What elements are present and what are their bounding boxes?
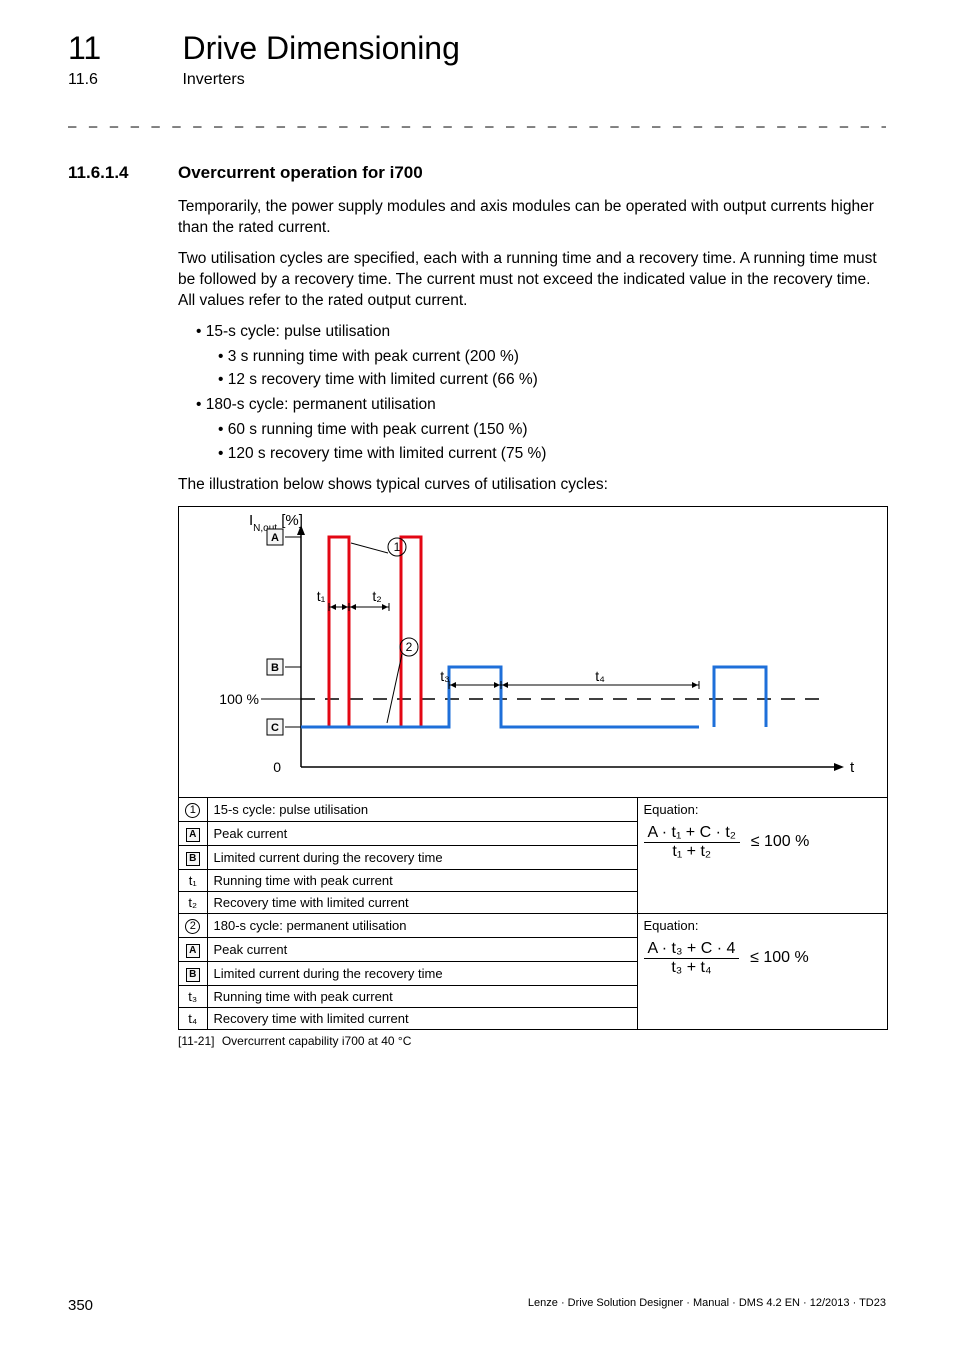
- legend-symbol: 2: [179, 914, 207, 938]
- paragraph: Temporarily, the power supply modules an…: [178, 197, 886, 239]
- figure-caption: [11-21] Overcurrent capability i700 at 4…: [178, 1034, 886, 1048]
- legend-desc: Running time with peak current: [207, 986, 637, 1008]
- list-item: 180-s cycle: permanent utilisation 60 s …: [196, 395, 886, 465]
- section-number: 11.6.1.4: [68, 163, 178, 183]
- legend-symbol: t₂: [179, 892, 207, 914]
- svg-text:t: t: [850, 759, 855, 776]
- legend-table: 1 15-s cycle: pulse utilisation Equation…: [179, 797, 887, 1029]
- list-item: 3 s running time with peak current (200 …: [218, 347, 886, 368]
- subchapter-number: 11.6: [68, 71, 178, 89]
- legend-symbol: A: [179, 822, 207, 846]
- legend-symbol: t₄: [179, 1008, 207, 1030]
- page-number: 350: [68, 1297, 93, 1314]
- chapter-number: 11: [68, 30, 178, 67]
- svg-text:100 %: 100 %: [219, 691, 259, 707]
- legend-symbol: t₁: [179, 870, 207, 892]
- legend-desc: Peak current: [207, 822, 637, 846]
- svg-text:0: 0: [273, 759, 281, 775]
- list-item: 15-s cycle: pulse utilisation 3 s runnin…: [196, 322, 886, 392]
- legend-desc: 15-s cycle: pulse utilisation: [207, 798, 637, 822]
- footer-text: Lenze · Drive Solution Designer · Manual…: [528, 1297, 886, 1309]
- svg-text:t₁: t₁: [317, 588, 326, 604]
- legend-eq-header: Equation:: [637, 914, 887, 938]
- svg-text:B: B: [271, 662, 279, 674]
- legend-symbol: 1: [179, 798, 207, 822]
- legend-desc: 180-s cycle: permanent utilisation: [207, 914, 637, 938]
- svg-text:2: 2: [406, 640, 413, 654]
- utilisation-chart: IN,out [%]tAB100 %C012t₁t₂t₃t₄: [179, 507, 885, 797]
- paragraph: Two utilisation cycles are specified, ea…: [178, 249, 886, 312]
- legend-eq-header: Equation:: [637, 798, 887, 822]
- chapter-header: 11 Drive Dimensioning: [68, 30, 886, 67]
- divider: – – – – – – – – – – – – – – – – – – – – …: [68, 119, 886, 135]
- svg-text:1: 1: [394, 540, 401, 554]
- svg-text:t₃: t₃: [440, 668, 450, 684]
- legend-desc: Running time with peak current: [207, 870, 637, 892]
- figure: IN,out [%]tAB100 %C012t₁t₂t₃t₄ 1 15-s cy…: [178, 506, 888, 1030]
- legend-equation: A · t₃ + C · 4 t₃ + t₄ ≤ 100 %: [637, 938, 887, 1030]
- page-footer: 350 Lenze · Drive Solution Designer · Ma…: [68, 1297, 886, 1314]
- list-item: 60 s running time with peak current (150…: [218, 420, 886, 441]
- legend-desc: Recovery time with limited current: [207, 1008, 637, 1030]
- svg-text:t₂: t₂: [372, 588, 381, 604]
- legend-desc: Peak current: [207, 938, 637, 962]
- chapter-title: Drive Dimensioning: [182, 30, 459, 66]
- subchapter-title: Inverters: [182, 71, 244, 88]
- legend-symbol: A: [179, 938, 207, 962]
- body-text: Temporarily, the power supply modules an…: [178, 197, 886, 496]
- list-item: 12 s recovery time with limited current …: [218, 370, 886, 391]
- legend-symbol: B: [179, 846, 207, 870]
- section-header: 11.6.1.4 Overcurrent operation for i700: [68, 163, 886, 183]
- legend-equation: A · t₁ + C · t₂ t₁ + t₂ ≤ 100 %: [637, 822, 887, 914]
- legend-desc: Limited current during the recovery time: [207, 846, 637, 870]
- svg-text:C: C: [271, 722, 279, 734]
- section-title: Overcurrent operation for i700: [178, 163, 423, 183]
- legend-desc: Limited current during the recovery time: [207, 962, 637, 986]
- legend-symbol: t₃: [179, 986, 207, 1008]
- legend-symbol: B: [179, 962, 207, 986]
- list-item: 120 s recovery time with limited current…: [218, 444, 886, 465]
- svg-text:t₄: t₄: [595, 668, 605, 684]
- subchapter-header: 11.6 Inverters: [68, 71, 886, 89]
- paragraph: The illustration below shows typical cur…: [178, 475, 886, 496]
- svg-text:A: A: [271, 532, 279, 544]
- legend-desc: Recovery time with limited current: [207, 892, 637, 914]
